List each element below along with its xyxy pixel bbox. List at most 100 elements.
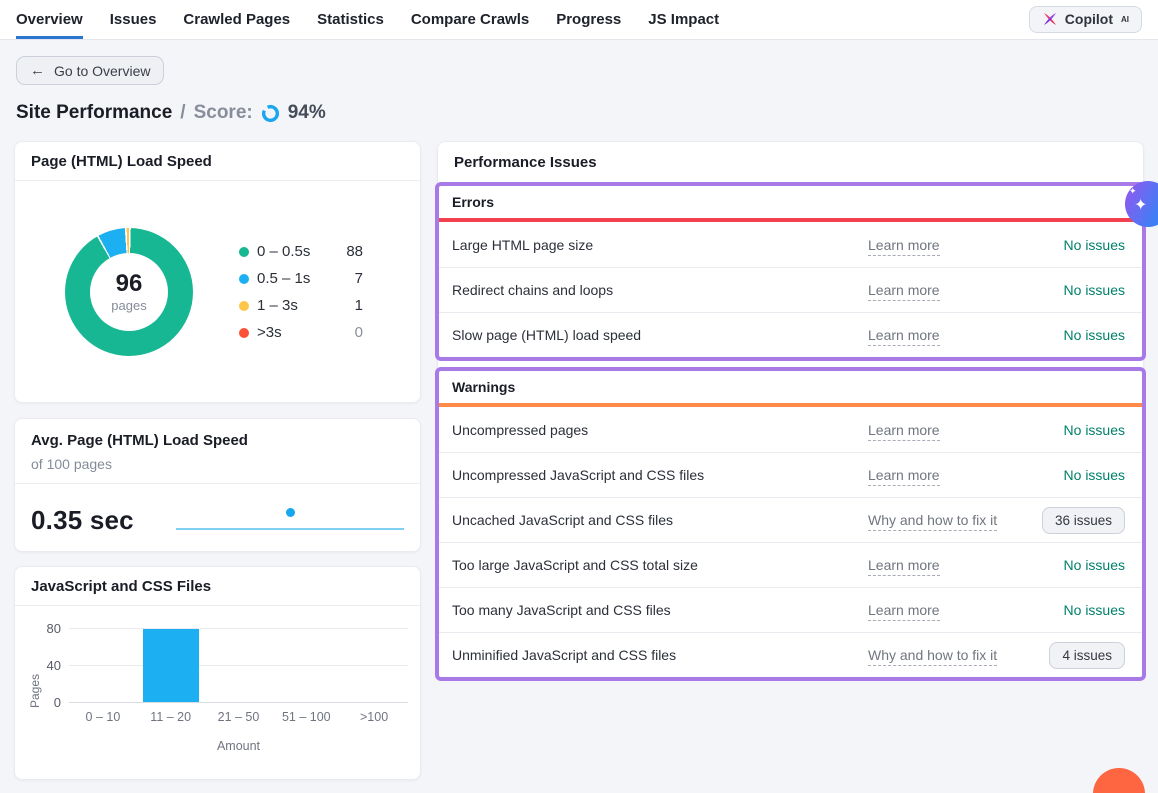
issue-label: Uncached JavaScript and CSS files xyxy=(452,512,673,528)
section-accent-line xyxy=(439,218,1142,222)
issue-link[interactable]: Why and how to fix it xyxy=(868,647,998,666)
issue-link[interactable]: Learn more xyxy=(868,557,940,576)
avg-speed-value: 0.35 sec xyxy=(31,504,134,535)
back-button-label: Go to Overview xyxy=(54,62,151,79)
legend-value: 7 xyxy=(354,270,363,287)
tab-js-impact[interactable]: JS Impact xyxy=(648,11,720,28)
x-tick-label: 11 – 20 xyxy=(150,710,192,724)
issue-link-cell: Why and how to fix it xyxy=(868,647,1015,666)
y-tick-label: 40 xyxy=(46,658,61,673)
tab-compare-crawls[interactable]: Compare Crawls xyxy=(410,11,530,28)
issue-label: Unminified JavaScript and CSS files xyxy=(452,647,677,663)
issue-link[interactable]: Learn more xyxy=(868,421,940,441)
page-title: Site Performance / Score: 94% xyxy=(16,102,1144,124)
issue-link[interactable]: Learn more xyxy=(868,282,940,301)
issue-status-ok: No issues xyxy=(1063,467,1125,483)
issue-label: Large HTML page size xyxy=(452,236,594,253)
legend-dot-icon xyxy=(239,327,249,338)
bar-slot xyxy=(69,628,137,702)
issue-row-uncached-javascript-and-css-files: Uncached JavaScript and CSS files Why and… xyxy=(439,497,1142,542)
highlight-box-errors: Errors Large HTML page size Learn more No i… xyxy=(435,182,1146,361)
tab-crawled-pages[interactable]: Crawled Pages xyxy=(183,11,291,28)
issue-link[interactable]: Learn more xyxy=(868,467,940,486)
donut-center-label: 96 pages xyxy=(65,228,193,356)
bar-chart-y-axis-label: Pages xyxy=(28,673,42,708)
legend-label: >3s xyxy=(257,324,282,341)
issue-status-ok: No issues xyxy=(1063,557,1125,573)
load-speed-donut-chart[interactable]: 96 pages xyxy=(65,228,193,356)
js-css-bar-chart[interactable] xyxy=(69,628,408,703)
y-tick-label: 0 xyxy=(53,695,61,710)
performance-issues-card: Performance Issues Errors Large HTML page… xyxy=(435,141,1146,681)
issue-label: Slow page (HTML) load speed xyxy=(452,327,642,343)
legend-value: 0 xyxy=(354,324,363,341)
issue-link-cell: Learn more xyxy=(868,327,1015,346)
copilot-logo-icon xyxy=(1042,11,1058,27)
legend-value: 88 xyxy=(346,243,363,260)
issue-label: Uncompressed pages xyxy=(452,421,589,438)
issue-row-redirect-chains-and-loops: Redirect chains and loops Learn more No is… xyxy=(439,267,1142,312)
issue-label: Too large JavaScript and CSS total size xyxy=(452,557,698,573)
section-accent-line xyxy=(439,403,1142,407)
go-to-overview-button[interactable]: ← Go to Overview xyxy=(16,56,165,85)
donut-total-pages: 96 xyxy=(115,270,143,298)
issue-link-cell: Learn more xyxy=(868,421,1015,441)
bar-slot xyxy=(137,628,205,702)
issue-link[interactable]: Learn more xyxy=(868,327,940,346)
issues-count-button[interactable]: 4 issues xyxy=(1049,641,1125,669)
tab-statistics[interactable]: Statistics xyxy=(317,11,384,28)
avg-speed-sparkline[interactable] xyxy=(175,498,404,542)
avg-load-speed-card: Avg. Page (HTML) Load Speed of 100 pages… xyxy=(14,418,421,552)
tab-overview[interactable]: Overview xyxy=(16,0,83,39)
legend-item: 0.5 – 1s 7 xyxy=(239,270,363,287)
nav-tabs: Overview Issues Crawled Pages Statistics Com… xyxy=(16,0,719,39)
x-tick-label: >100 xyxy=(360,710,389,724)
issue-label: Redirect chains and loops xyxy=(452,282,614,298)
tab-issues[interactable]: Issues xyxy=(109,11,157,28)
bar-chart-x-axis-title: Amount xyxy=(216,739,261,753)
copilot-floating-button[interactable]: ✦ ✦ xyxy=(1125,181,1158,227)
gridline xyxy=(69,628,408,629)
copilot-label: Copilot xyxy=(1064,11,1113,27)
performance-issues-title: Performance Issues xyxy=(454,153,597,171)
legend-label: 0.5 – 1s xyxy=(257,270,311,287)
issue-row-uncompressed-pages: Uncompressed pages Learn more No issues xyxy=(439,407,1142,452)
legend-dot-icon xyxy=(239,246,249,257)
issue-status-ok: No issues xyxy=(1063,602,1125,618)
issue-link-cell: Learn more xyxy=(868,467,1015,486)
highlight-box-warnings: Warnings Uncompressed pages Learn more No i… xyxy=(435,367,1146,681)
x-tick-label: 0 – 10 xyxy=(85,710,121,724)
issue-row-slow-page-html-load-speed: Slow page (HTML) load speed Learn more No … xyxy=(439,312,1142,357)
score-label: Score: xyxy=(193,102,253,123)
sparkle-icon: ✦ xyxy=(1134,197,1148,214)
avg-card-title: Avg. Page (HTML) Load Speed xyxy=(31,432,248,449)
issue-link[interactable]: Learn more xyxy=(868,236,940,256)
issue-link[interactable]: Why and how to fix it xyxy=(868,512,998,531)
copilot-ai-sup: AI xyxy=(1121,14,1129,24)
bar-slot xyxy=(272,628,340,702)
load-speed-legend: 0 – 0.5s 88 0.5 – 1s 7 1 – 3s 1 >3s 0 xyxy=(239,243,363,341)
load-speed-card-title: Page (HTML) Load Speed xyxy=(15,142,420,181)
legend-value: 1 xyxy=(354,297,363,314)
issue-row-unminified-javascript-and-css-files: Unminified JavaScript and CSS files Why a… xyxy=(439,632,1142,677)
bars-container xyxy=(69,628,408,702)
legend-label: 1 – 3s xyxy=(257,297,298,314)
legend-dot-icon xyxy=(239,273,249,284)
bar-slot xyxy=(340,628,408,702)
legend-item: >3s 0 xyxy=(239,324,363,341)
sparkline-line xyxy=(175,528,404,530)
tab-progress[interactable]: Progress xyxy=(556,11,622,28)
top-navigation: Overview Issues Crawled Pages Statistics Com… xyxy=(0,0,1158,40)
issue-link[interactable]: Learn more xyxy=(868,602,940,621)
issues-count-button[interactable]: 36 issues xyxy=(1041,506,1125,534)
issue-row-large-html-page-size: Large HTML page size Learn more No issues xyxy=(439,222,1142,267)
issue-label: Uncompressed JavaScript and CSS files xyxy=(452,467,705,483)
issues-sections: Errors Large HTML page size Learn more No i… xyxy=(435,182,1146,681)
issue-link-cell: Learn more xyxy=(868,602,1015,621)
js-css-files-card: JavaScript and CSS Files Pages 80 40 0 0 –… xyxy=(14,566,421,780)
issue-status-cell: 36 issues xyxy=(1015,506,1125,534)
copilot-button[interactable]: Copilot AI xyxy=(1028,6,1142,33)
bar[interactable] xyxy=(142,628,199,702)
legend-dot-icon xyxy=(239,300,249,311)
issue-link-cell: Why and how to fix it xyxy=(868,512,1015,531)
